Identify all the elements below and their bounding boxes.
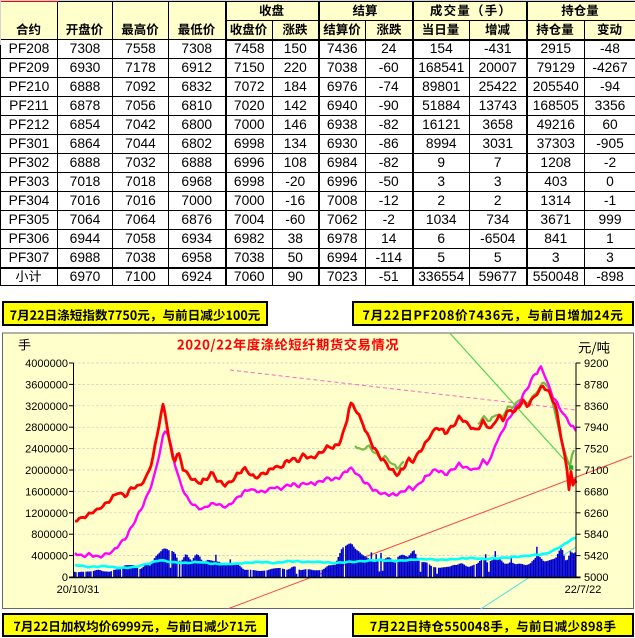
svg-text:800000: 800000 xyxy=(31,529,68,541)
svg-text:22/7/22: 22/7/22 xyxy=(565,584,602,596)
svg-text:0: 0 xyxy=(62,572,68,584)
svg-text:7520: 7520 xyxy=(584,444,608,456)
svg-text:400000: 400000 xyxy=(31,551,68,563)
svg-text:2400000: 2400000 xyxy=(25,444,68,456)
svg-text:6260: 6260 xyxy=(584,508,608,520)
svg-text:20/10/31: 20/10/31 xyxy=(57,584,100,596)
svg-text:2800000: 2800000 xyxy=(25,422,68,434)
svg-text:3600000: 3600000 xyxy=(25,379,68,391)
svg-text:7100: 7100 xyxy=(584,465,608,477)
svg-text:1600000: 1600000 xyxy=(25,486,68,498)
svg-text:5420: 5420 xyxy=(584,551,608,563)
svg-text:5000: 5000 xyxy=(584,572,608,584)
svg-text:8780: 8780 xyxy=(584,379,608,391)
svg-text:8360: 8360 xyxy=(584,401,608,413)
svg-text:9200: 9200 xyxy=(584,358,608,370)
svg-text:1200000: 1200000 xyxy=(25,508,68,520)
svg-text:2000000: 2000000 xyxy=(25,465,68,477)
svg-text:6680: 6680 xyxy=(584,486,608,498)
svg-text:7940: 7940 xyxy=(584,422,608,434)
svg-text:3200000: 3200000 xyxy=(25,401,68,413)
svg-text:4000000: 4000000 xyxy=(25,358,68,370)
svg-text:5840: 5840 xyxy=(584,529,608,541)
